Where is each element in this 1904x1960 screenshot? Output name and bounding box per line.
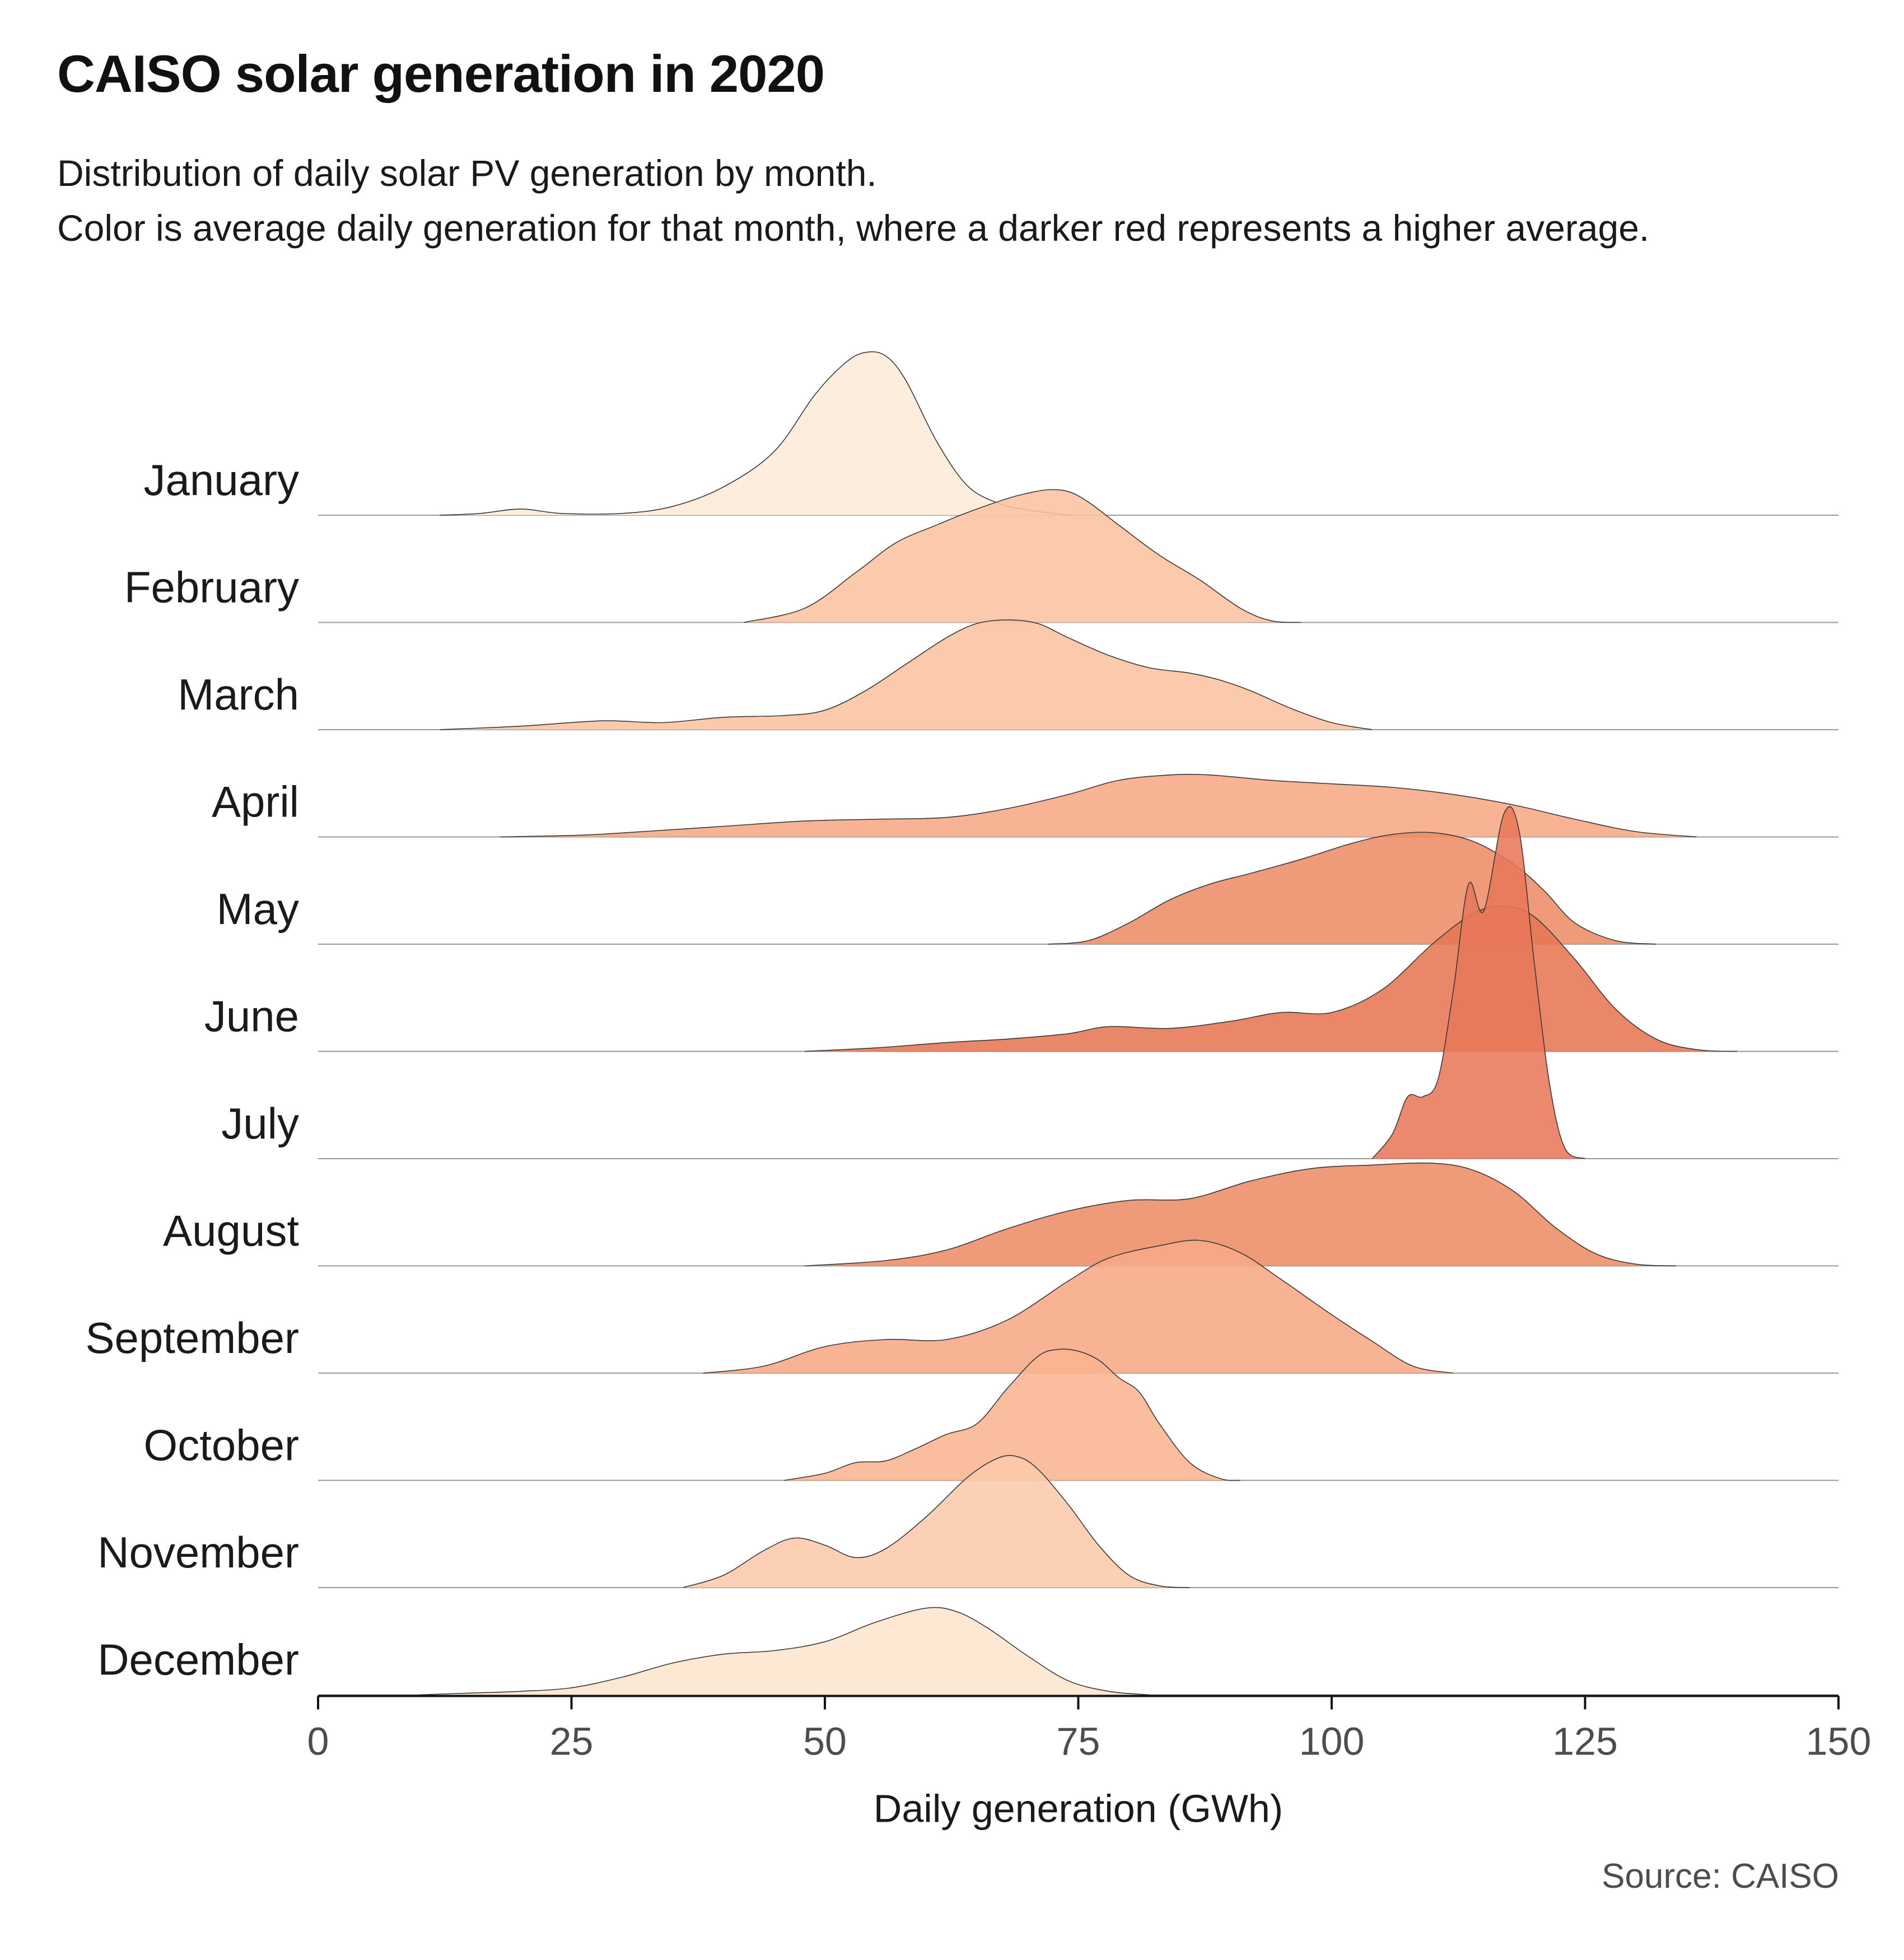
x-axis-title: Daily generation (GWh) (874, 1787, 1283, 1831)
month-label-october: October (144, 1421, 299, 1470)
ridge-august (804, 1162, 1677, 1267)
ridge-outline-october (784, 1348, 1241, 1481)
ridge-outline-september (703, 1239, 1454, 1374)
ridge-fill-august (804, 1163, 1677, 1266)
x-tick-label-50: 50 (803, 1720, 847, 1763)
ridge-september (703, 1239, 1454, 1374)
ridge-february (744, 489, 1301, 623)
ridge-fill-march (440, 620, 1373, 730)
ridge-april (500, 773, 1697, 838)
ridge-fill-october (784, 1349, 1241, 1481)
x-tick-label-0: 0 (307, 1720, 329, 1763)
ridge-outline-january (440, 351, 1068, 516)
x-tick-label-125: 125 (1552, 1720, 1618, 1763)
ridge-december (419, 1607, 1150, 1696)
ridge-july (1371, 806, 1585, 1159)
month-label-may: May (217, 884, 299, 934)
ridge-fill-september (703, 1240, 1454, 1373)
ridge-fill-december (419, 1607, 1150, 1695)
ridge-fill-may (1048, 832, 1656, 944)
ridge-march (440, 619, 1373, 730)
ridge-outline-august (804, 1162, 1677, 1267)
ridge-outline-july (1371, 806, 1585, 1159)
x-tick-label-75: 75 (1057, 1720, 1100, 1763)
month-label-group: January February March April May June July Augu… (85, 455, 299, 1684)
ridge-outline-april (500, 773, 1697, 838)
x-tick-label-100: 100 (1299, 1720, 1365, 1763)
source-caption: Source: CAISO (1602, 1857, 1839, 1896)
ridge-fill-november (683, 1455, 1190, 1588)
chart-title: CAISO solar generation in 2020 (57, 44, 825, 103)
month-label-december: December (97, 1635, 299, 1684)
x-tick-label-25: 25 (550, 1720, 594, 1763)
month-label-march: March (178, 670, 299, 719)
ridge-november (683, 1455, 1190, 1588)
subtitle-line-1: Distribution of daily solar PV generatio… (57, 152, 877, 194)
ridge-fill-january (440, 352, 1068, 515)
ridge-outline-may (1048, 832, 1656, 945)
month-label-july: July (221, 1099, 299, 1148)
ridge-group (419, 351, 1738, 1696)
x-tick-label-150: 150 (1806, 1720, 1872, 1763)
month-label-april: April (212, 777, 299, 827)
ridge-january (440, 351, 1068, 516)
ridge-outline-february (744, 489, 1301, 623)
month-label-june: June (204, 992, 299, 1041)
ridge-outline-march (440, 619, 1373, 730)
ridge-outline-november (683, 1455, 1190, 1588)
ridge-outline-december (419, 1607, 1150, 1696)
ridge-outline-june (804, 906, 1738, 1052)
ridge-fill-july (1372, 806, 1585, 1159)
ridge-october (784, 1348, 1241, 1481)
x-axis-ticks: 0 25 50 75 100 125 150 (307, 1696, 1872, 1763)
month-label-november: November (97, 1528, 299, 1577)
month-label-august: August (163, 1206, 299, 1256)
chart-subtitle: Distribution of daily solar PV generatio… (57, 146, 1649, 255)
ridge-may (1048, 832, 1656, 945)
x-axis: 0 25 50 75 100 125 150 Daily generation (GWh) (307, 1695, 1872, 1831)
month-label-january: January (144, 455, 300, 505)
ridge-fill-february (744, 489, 1301, 623)
month-label-february: February (124, 563, 299, 612)
month-label-september: September (85, 1313, 299, 1362)
subtitle-line-2: Color is average daily generation for th… (57, 207, 1650, 249)
